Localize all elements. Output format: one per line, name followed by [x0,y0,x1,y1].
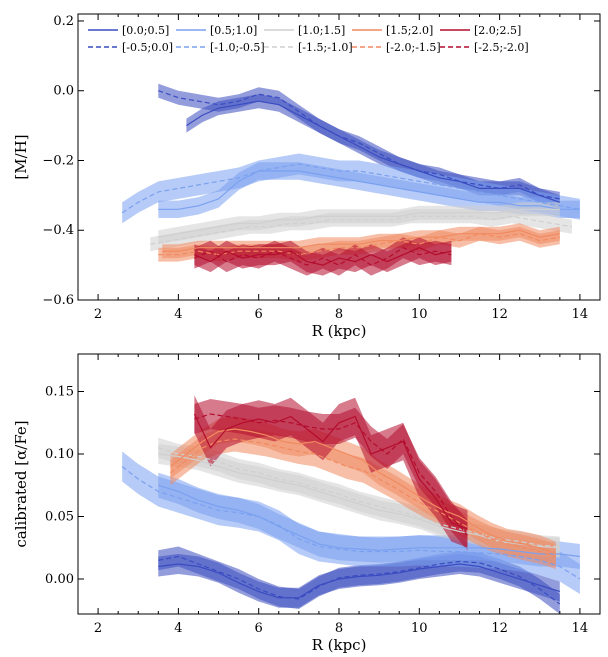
axis-ticks: 2 4 6 8 10 12 14 −0.6 −0.4 −0.2 0.0 0.2 [42,14,601,322]
x-tick-label: 12 [491,307,508,322]
series-line-5 [158,447,560,548]
legend-label-3: [1.5;2.0] [386,24,433,37]
x-tick-label: 6 [255,621,263,636]
legend: [0.0;0.5] [0.5;1.0] [1.0;1.5] [1.5;2.0] [2.0… [88,24,529,54]
series-band-9 [194,237,452,276]
series-line-0 [158,563,560,599]
legend-label-2: [1.0;1.5] [298,24,345,37]
x-tick-label: 2 [94,307,102,322]
series-line-2 [158,170,580,210]
y-tick-label: −0.2 [42,153,74,168]
series-line-1 [158,90,560,200]
series-line-3 [121,163,581,214]
y-tick-label: 0.0 [53,84,74,99]
series-line-7 [170,438,556,558]
legend-label-1: [0.5;1.0] [210,24,257,37]
legend-label-9: [-2.5;-2.0] [474,41,529,54]
x-tick-label: 14 [572,307,589,322]
series-line-4 [158,208,560,238]
series-band-5 [150,209,572,252]
series-line-6 [170,428,557,555]
y-tick-label: 0.2 [53,14,74,29]
series-line-3 [121,466,581,580]
x-tick-label: 8 [335,307,343,322]
x-tick-label: 4 [174,307,182,322]
x-axis-label: R (kpc) [312,322,367,340]
axis-ticks: 2 4 6 8 10 12 14 0.00 0.05 0.10 0.15 [45,354,601,636]
x-tick-label: 14 [572,621,589,636]
x-axis-label: R (kpc) [312,636,367,654]
x-tick-label: 8 [335,621,343,636]
legend-label-4: [2.0;2.5] [474,24,521,37]
x-tick-label: 10 [411,621,428,636]
series-line-5 [150,215,573,245]
series-line-2 [158,484,580,558]
legend-label-6: [-1.0;-0.5] [210,41,265,54]
uncertainty-bands [122,395,580,614]
y-tick-label: 0.05 [45,510,74,525]
legend-label-8: [-2.0;-1.5] [386,41,441,54]
series-lines [121,413,581,605]
alpha-fe-panel: 2 4 6 8 10 12 14 0.00 0.05 0.10 0.15 R (kpc) calib… [12,353,601,654]
x-tick-label: 4 [174,621,182,636]
y-axis-label: [M/H] [12,134,30,179]
x-tick-label: 12 [491,621,508,636]
series-line-6 [162,229,560,252]
series-band-3 [122,153,580,224]
x-tick-label: 2 [94,621,102,636]
x-tick-label: 10 [411,307,428,322]
legend-label-7: [-1.5;-1.0] [298,41,353,54]
series-line-8 [194,247,452,266]
series-line-9 [194,247,452,266]
y-tick-label: 0.00 [45,572,74,587]
y-tick-label: 0.15 [45,385,74,400]
y-tick-label: −0.6 [42,293,74,308]
x-tick-label: 6 [255,307,263,322]
metallicity-panel: 2 4 6 8 10 12 14 −0.6 −0.4 −0.2 0.0 0.2 R (kpc) [M/… [12,13,601,340]
y-axis-label: calibrated [α/Fe] [12,420,30,547]
legend-label-5: [-0.5;0.0] [122,41,173,54]
y-tick-label: 0.10 [45,447,74,462]
series-line-8 [193,413,468,530]
y-tick-label: −0.4 [42,223,74,238]
series-lines [121,90,581,266]
series-band-3 [122,451,580,594]
series-line-7 [158,233,560,256]
series-band-9 [194,399,468,551]
series-band-1 [158,83,560,206]
legend-label-0: [0.0;0.5] [122,24,169,37]
series-line-9 [194,413,468,536]
